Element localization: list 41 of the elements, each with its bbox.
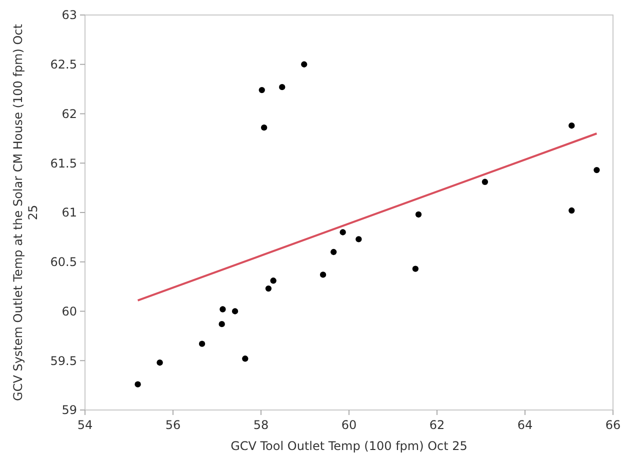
x-axis-title: GCV Tool Outlet Temp (100 fpm) Oct 25 <box>230 439 468 453</box>
x-tick-label: 62 <box>429 418 445 432</box>
point <box>594 166 600 174</box>
point <box>356 236 362 242</box>
y-tick-label: 61.5 <box>50 156 77 170</box>
point <box>330 248 337 256</box>
y-tick-label: 60 <box>62 304 77 318</box>
point <box>218 321 225 328</box>
point <box>242 356 248 362</box>
point <box>134 381 141 388</box>
x-tick-label: 54 <box>77 418 93 432</box>
point <box>320 272 326 278</box>
point <box>198 340 206 347</box>
x-tick-label: 58 <box>253 418 269 432</box>
point <box>412 266 419 272</box>
x-tick-label: 56 <box>165 418 181 432</box>
point <box>279 84 286 90</box>
y-tick-label: 62.5 <box>50 58 77 72</box>
point <box>415 211 422 218</box>
point <box>568 207 575 214</box>
y-tick-label: 61 <box>62 206 77 220</box>
point <box>156 360 163 366</box>
point <box>482 178 488 185</box>
y-axis-title: GCV System Outlet Temp at the Solar CM House (100 fpm) Oct 25 <box>11 24 40 401</box>
point <box>260 124 268 131</box>
y-tick-label: 63 <box>62 8 77 22</box>
x-tick-label: 66 <box>605 418 621 432</box>
y-tick-label: 59.5 <box>50 354 77 368</box>
point <box>568 122 575 129</box>
point <box>301 61 308 68</box>
x-tick-label: 60 <box>341 418 357 432</box>
point <box>265 285 272 292</box>
point <box>232 308 238 314</box>
point <box>340 229 346 236</box>
point <box>270 278 276 284</box>
y-tick-label: 60.5 <box>50 255 77 270</box>
point <box>258 86 265 94</box>
point <box>220 306 226 312</box>
y-tick-label: 59 <box>62 403 77 418</box>
y-tick-label: 62 <box>62 106 77 121</box>
x-tick-label: 64 <box>517 418 533 432</box>
